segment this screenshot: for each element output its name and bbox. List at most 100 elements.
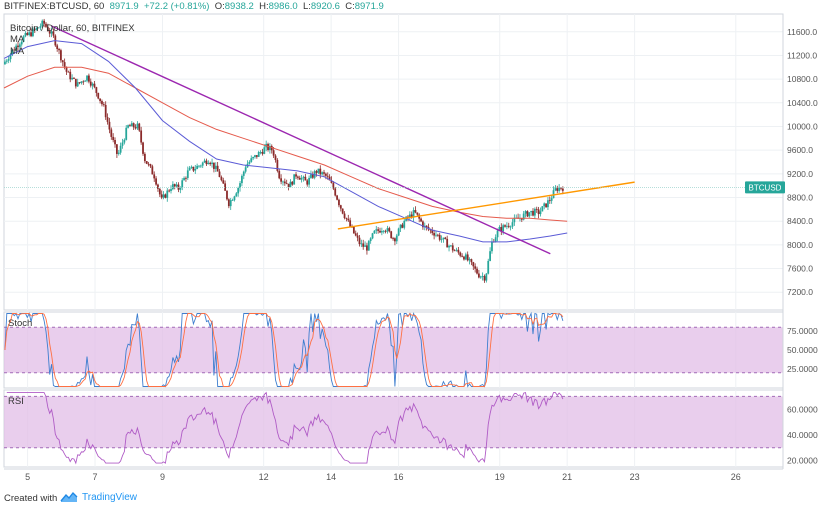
candle-body: [507, 225, 510, 227]
candle-body: [520, 217, 523, 220]
candle-body: [170, 189, 172, 191]
candle-body: [216, 165, 219, 172]
candle-body: [26, 32, 29, 35]
candle-body: [304, 176, 307, 181]
candle-body: [160, 194, 163, 198]
high-label: H:: [259, 1, 269, 12]
candle-body: [511, 222, 514, 227]
candle-body: [194, 169, 197, 171]
series-layer: [3, 18, 783, 465]
price-tick-label: 7600.0: [787, 264, 813, 274]
candle-body: [464, 254, 467, 260]
candle-body: [360, 243, 363, 245]
candle-body: [37, 27, 40, 29]
candle-body: [336, 195, 338, 200]
candle-body: [371, 233, 374, 239]
candle-body: [474, 266, 477, 269]
candle-body: [343, 213, 346, 218]
candle-body: [489, 251, 491, 261]
candle-body: [550, 198, 553, 201]
candle-body: [541, 206, 544, 212]
candle-body: [453, 250, 456, 252]
candle-body: [108, 121, 111, 130]
time-tick-label: 7: [93, 472, 98, 482]
candle-body: [504, 225, 506, 227]
candle-body: [509, 226, 512, 228]
time-tick-label: 23: [630, 472, 640, 482]
candle-body: [82, 81, 85, 83]
candle-body: [88, 75, 90, 82]
candle-body: [274, 155, 277, 160]
candle-body: [498, 227, 501, 231]
candle-body: [341, 208, 344, 214]
candle-body: [560, 187, 562, 189]
time-tick-label: 16: [394, 472, 404, 482]
candle-body: [561, 188, 564, 191]
candle-body: [345, 217, 348, 219]
candle-body: [48, 31, 51, 34]
candle-body: [149, 164, 152, 167]
candle-body: [366, 245, 368, 251]
candle-body: [76, 82, 79, 87]
candle-body: [461, 255, 464, 257]
stoch-tick-label: 50.0000: [787, 345, 818, 355]
candle-body: [147, 163, 150, 165]
candle-body: [530, 210, 533, 213]
candle-body: [211, 162, 213, 165]
candle-body: [440, 239, 443, 241]
candle-body: [168, 190, 171, 192]
candle-body: [198, 165, 200, 167]
candle-body: [106, 117, 109, 122]
candle-body: [457, 249, 460, 253]
candle-body: [362, 243, 365, 247]
candle-body: [522, 213, 525, 220]
candle-body: [448, 245, 450, 248]
candle-body: [226, 190, 228, 200]
rsi-tick-label: 20.0000: [787, 456, 818, 466]
candle-body: [119, 145, 122, 153]
candle-body: [545, 203, 547, 208]
candle-body: [171, 184, 174, 190]
trendline-up: [337, 181, 635, 230]
candle-body: [310, 174, 312, 178]
candle-body: [285, 183, 288, 185]
low-label: L:: [302, 1, 311, 12]
candle-body: [71, 77, 74, 80]
candle-body: [91, 83, 94, 86]
candle-body: [114, 140, 116, 145]
legend-ma-1: MA: [10, 34, 25, 45]
tick-labels: 7200.0 7600.0 8000.0 8400.0 8800.0 9200.0 9600…: [25, 27, 818, 482]
candle-body: [173, 184, 176, 187]
candle-body: [477, 273, 480, 278]
candle-body: [300, 177, 303, 180]
candle-body: [102, 104, 105, 105]
candle-body: [283, 181, 286, 184]
candle-body: [293, 174, 296, 185]
candle-body: [420, 218, 422, 222]
price-tick-label: 10000.0: [787, 121, 818, 131]
candle-body: [224, 183, 227, 191]
current-price-tag-bg: [745, 181, 785, 194]
stoch-pane-label: Stoch: [8, 318, 33, 329]
candle-body: [157, 184, 159, 189]
candle-body: [257, 152, 260, 157]
candle-body: [58, 48, 60, 51]
candle-body: [375, 229, 378, 231]
candle-body: [115, 144, 118, 154]
stoch-d-line: [4, 312, 564, 387]
candle-body: [190, 166, 193, 168]
candle-body: [463, 256, 465, 260]
tradingview-link[interactable]: TradingView: [60, 490, 137, 504]
ma-slow-line: [3, 66, 568, 222]
candle-body: [50, 31, 53, 34]
candle-body: [494, 237, 497, 243]
trendline-down: [50, 25, 551, 255]
candle-body: [433, 233, 436, 236]
time-tick-label: 12: [259, 472, 269, 482]
candle-body: [164, 194, 167, 198]
candle-body: [332, 182, 335, 189]
candle-body: [242, 171, 245, 176]
candle-body: [162, 194, 165, 198]
candle-body: [261, 152, 264, 154]
